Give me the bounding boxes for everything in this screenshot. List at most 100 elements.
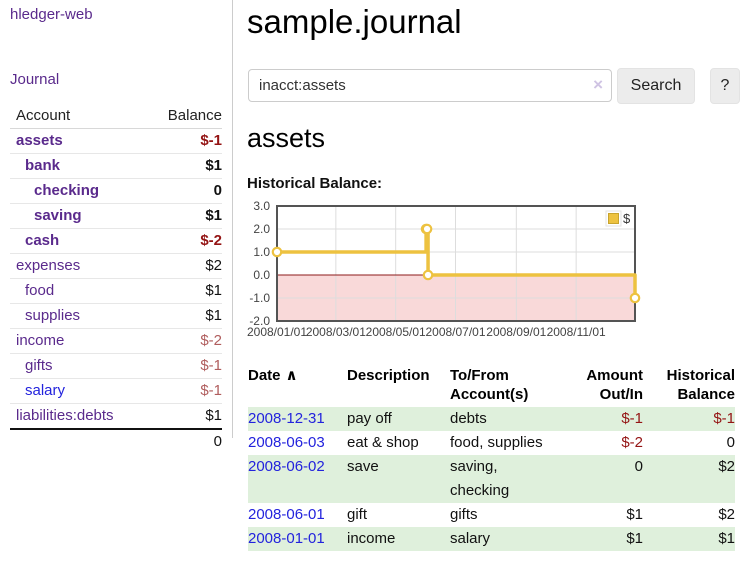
transaction-date-link[interactable]: 2008-06-03 xyxy=(248,434,325,451)
register-amount-cell: $1 xyxy=(565,527,643,551)
register-table-body: 2008-12-31 pay off debts $-1 $-1 2008-06… xyxy=(248,407,735,551)
register-row: 2008-01-01 income salary $1 $1 xyxy=(248,527,735,551)
account-row: supplies $1 xyxy=(10,304,222,329)
search-form: × xyxy=(248,69,612,102)
account-link[interactable]: gifts xyxy=(25,357,53,374)
account-row: liabilities:debts $1 xyxy=(10,404,222,428)
register-amount-cell: 0 xyxy=(565,455,643,503)
account-link[interactable]: expenses xyxy=(16,257,81,274)
sidebar-divider xyxy=(232,0,233,438)
account-link[interactable]: supplies xyxy=(25,307,81,324)
register-accounts-cell: debts xyxy=(450,407,565,431)
account-balance: $-1 xyxy=(200,382,222,399)
accounts-total-row: 0 xyxy=(10,428,222,454)
register-description-cell: gift xyxy=(347,506,368,523)
transaction-date-link[interactable]: 2008-06-01 xyxy=(248,506,325,523)
register-header-balance: Historical Balance xyxy=(666,367,735,403)
register-amount-cell: $-1 xyxy=(565,407,643,431)
account-link[interactable]: cash xyxy=(25,232,60,249)
register-date-cell: 2008-06-03 xyxy=(248,431,347,455)
account-link[interactable]: liabilities:debts xyxy=(16,407,114,424)
svg-text:0.0: 0.0 xyxy=(253,268,270,282)
account-row: expenses $2 xyxy=(10,254,222,279)
account-link[interactable]: saving xyxy=(34,207,82,224)
account-row: income $-2 xyxy=(10,329,222,354)
historical-balance-chart: 3.0 2.0 1.0 0.0 -1.0 -2.02008/01/012008/03/01… xyxy=(247,199,641,339)
register-accounts-cell: saving, checking xyxy=(450,455,565,503)
account-row: bank $1 xyxy=(10,154,222,179)
svg-text:2008/07/01: 2008/07/01 xyxy=(425,325,485,339)
account-balance: $-2 xyxy=(200,332,222,349)
register-table: Date ∧ Description To/From Account(s) Amo… xyxy=(248,364,735,551)
register-balance-cell: 0 xyxy=(726,434,735,451)
register-accounts-cell: food, supplies xyxy=(450,434,543,451)
register-header-date[interactable]: Date ∧ xyxy=(248,364,347,407)
account-link[interactable]: bank xyxy=(25,157,61,174)
account-balance: $1 xyxy=(205,282,222,299)
search-input[interactable] xyxy=(248,69,612,102)
svg-text:2008/11/01: 2008/11/01 xyxy=(547,325,606,339)
sidebar-item-journal[interactable]: Journal xyxy=(10,71,60,88)
transaction-date-link[interactable]: 2008-12-31 xyxy=(248,410,325,427)
account-balance: $1 xyxy=(205,407,222,424)
register-accounts-cell: gifts xyxy=(450,506,478,523)
account-link[interactable]: assets xyxy=(16,132,63,149)
svg-text:2008/05/01: 2008/05/01 xyxy=(366,325,426,339)
account-balance: $-1 xyxy=(200,357,222,374)
svg-text:2.0: 2.0 xyxy=(253,222,270,236)
accounts-table: Account Balance assets $-1 bank $1 check… xyxy=(10,103,222,454)
chart-legend-label: $ xyxy=(623,211,631,226)
svg-text:-1.0: -1.0 xyxy=(249,291,270,305)
transaction-date-link[interactable]: 2008-06-02 xyxy=(248,458,325,475)
account-balance: $-1 xyxy=(200,132,222,149)
accounts-total-value: 0 xyxy=(213,433,222,450)
search-button[interactable]: Search xyxy=(617,68,695,104)
register-row: 2008-06-02 save saving, checking 0 $2 xyxy=(248,455,735,503)
account-row: salary $-1 xyxy=(10,379,222,404)
register-header-description: Description xyxy=(347,367,430,384)
register-date-cell: 2008-01-01 xyxy=(248,527,347,551)
account-row: saving $1 xyxy=(10,204,222,229)
svg-text:2008/03/01: 2008/03/01 xyxy=(306,325,366,339)
register-date-cell: 2008-12-31 xyxy=(248,407,347,431)
register-row: 2008-12-31 pay off debts $-1 $-1 xyxy=(248,407,735,431)
account-link[interactable]: salary xyxy=(25,382,66,399)
svg-text:1.0: 1.0 xyxy=(253,245,270,259)
accounts-header-account: Account xyxy=(16,107,71,124)
register-date-cell: 2008-06-01 xyxy=(248,503,347,527)
register-description-cell: pay off xyxy=(347,407,450,431)
account-row: checking 0 xyxy=(10,179,222,204)
clear-search-icon[interactable]: × xyxy=(593,75,603,94)
register-header-row: Date ∧ Description To/From Account(s) Amo… xyxy=(248,364,735,407)
register-amount-cell: $-2 xyxy=(621,434,643,451)
account-link[interactable]: checking xyxy=(34,182,100,199)
register-accounts-cell: salary xyxy=(450,527,565,551)
transaction-date-link[interactable]: 2008-01-01 xyxy=(248,530,325,547)
brand-link[interactable]: hledger-web xyxy=(10,6,93,23)
accounts-table-body: assets $-1 bank $1 checking 0 saving $1 … xyxy=(10,129,222,428)
register-balance-cell: $-1 xyxy=(643,407,735,431)
register-date-cell: 2008-06-02 xyxy=(248,455,347,503)
account-row: assets $-1 xyxy=(10,129,222,154)
account-balance: $2 xyxy=(205,257,222,274)
sort-ascending-icon: ∧ xyxy=(285,367,298,384)
register-row: 2008-06-01 gift gifts $1 $2 xyxy=(248,503,735,527)
help-button[interactable]: ? xyxy=(710,68,740,104)
svg-text:3.0: 3.0 xyxy=(253,199,270,213)
account-balance: $-2 xyxy=(200,232,222,249)
register-description-cell: save xyxy=(347,455,450,503)
account-link[interactable]: food xyxy=(25,282,55,299)
register-header-amount: Amount Out/In xyxy=(586,367,643,403)
account-row: cash $-2 xyxy=(10,229,222,254)
account-link[interactable]: income xyxy=(16,332,65,349)
register-amount-cell: $1 xyxy=(626,506,643,523)
register-header-account: To/From Account(s) xyxy=(450,367,529,403)
svg-text:2008/01/01: 2008/01/01 xyxy=(247,325,307,339)
account-balance: $1 xyxy=(205,157,222,174)
account-row: food $1 xyxy=(10,279,222,304)
svg-text:-2.0: -2.0 xyxy=(249,314,270,328)
account-row: gifts $-1 xyxy=(10,354,222,379)
account-balance: $1 xyxy=(205,307,222,324)
register-description-cell: eat & shop xyxy=(347,434,419,451)
